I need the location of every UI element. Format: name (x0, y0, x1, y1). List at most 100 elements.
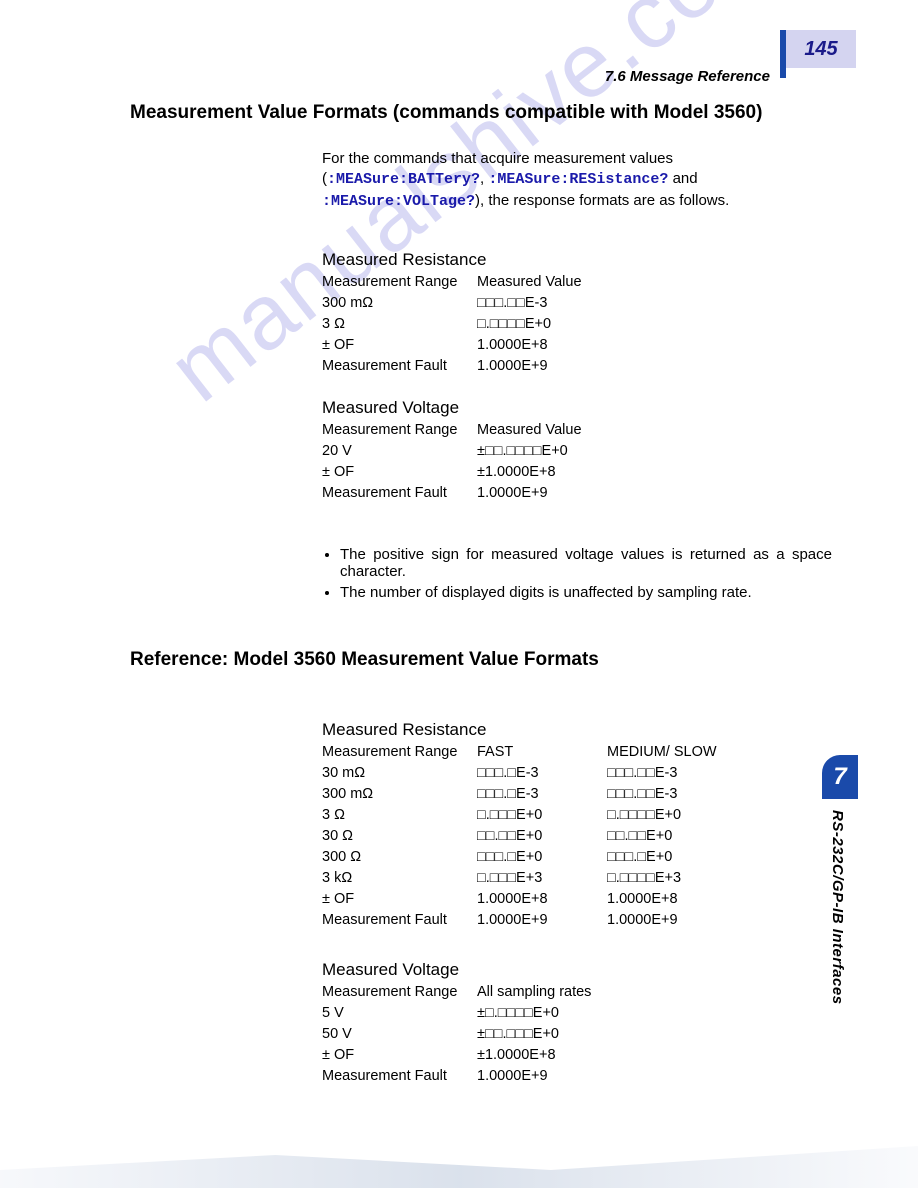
cell-slow: □□□.□□E-3 (607, 763, 737, 784)
cell-range: 20 V (322, 441, 477, 462)
section-title-resistance: Measured Resistance (322, 250, 832, 270)
col-header-value: Measured Value (477, 420, 607, 441)
sidebar-chapter-title: RS-232C/GP-IB Interfaces (829, 810, 846, 1005)
cell-range: Measurement Fault (322, 483, 477, 504)
col-header-range: Measurement Range (322, 982, 477, 1003)
intro-text-post: ), the response formats are as follows. (475, 192, 729, 209)
col-header-medium-slow: MEDIUM/ SLOW (607, 742, 737, 763)
chapter-number: 7 (833, 763, 846, 791)
table-row: 20 V±□□.□□□□E+0 (322, 441, 832, 462)
cell-range: ± OF (322, 462, 477, 483)
cell-fast: □□□.□E-3 (477, 763, 607, 784)
ref-resistance-block: Measured Resistance Measurement Range FA… (322, 702, 842, 931)
col-header-range: Measurement Range (322, 272, 477, 293)
cell-range: 300 mΩ (322, 293, 477, 314)
ref-voltage-table: Measurement Range All sampling rates 5 V… (322, 982, 832, 1087)
cell-value: ±1.0000E+8 (477, 1045, 607, 1066)
table-row: ± OF±1.0000E+8 (322, 1045, 832, 1066)
voltage-table: Measurement Range Measured Value 20 V±□□… (322, 420, 832, 504)
cell-range: 300 Ω (322, 847, 477, 868)
cell-range: 30 Ω (322, 826, 477, 847)
cell-range: ± OF (322, 1045, 477, 1066)
cell-range: 300 mΩ (322, 784, 477, 805)
intro-paragraph: For the commands that acquire measuremen… (322, 149, 832, 212)
table-row: 30 mΩ□□□.□E-3□□□.□□E-3 (322, 763, 842, 784)
cmd-measure-battery: :MEASure:BATTery? (327, 171, 480, 188)
table-row: ± OF1.0000E+8 (322, 335, 832, 356)
ref-voltage-block: Measured Voltage Measurement Range All s… (322, 942, 832, 1087)
cell-range: Measurement Fault (322, 356, 477, 377)
cell-value: ±□□.□□□□E+0 (477, 441, 607, 462)
cell-range: 3 Ω (322, 805, 477, 826)
cell-value: ±1.0000E+8 (477, 462, 607, 483)
section-title-ref-voltage: Measured Voltage (322, 960, 832, 980)
table-row: ± OF±1.0000E+8 (322, 462, 832, 483)
cell-value: ±□.□□□□E+0 (477, 1003, 607, 1024)
section-title-voltage: Measured Voltage (322, 398, 832, 418)
table-row: Measurement Fault1.0000E+9 (322, 483, 832, 504)
table-row: 300 mΩ□□□.□□E-3 (322, 293, 832, 314)
cell-range: 30 mΩ (322, 763, 477, 784)
table-header-row: Measurement Range Measured Value (322, 420, 832, 441)
cell-value: 1.0000E+9 (477, 356, 607, 377)
bullet-positive-sign: The positive sign for measured voltage v… (340, 546, 832, 580)
cmd-measure-voltage: :MEASure:VOLTage? (322, 193, 475, 210)
table-header-row: Measurement Range FAST MEDIUM/ SLOW (322, 742, 842, 763)
cell-range: 50 V (322, 1024, 477, 1045)
cell-range: 5 V (322, 1003, 477, 1024)
cell-value: □.□□□□E+0 (477, 314, 607, 335)
cell-slow: □□□.□□E-3 (607, 784, 737, 805)
table-row: 3 Ω□.□□□E+0□.□□□□E+0 (322, 805, 842, 826)
cell-fast: 1.0000E+8 (477, 889, 607, 910)
table-row: Measurement Fault1.0000E+9 (322, 356, 832, 377)
cell-value: □□□.□□E-3 (477, 293, 607, 314)
cell-fast: □.□□□E+0 (477, 805, 607, 826)
measured-resistance-block: Measured Resistance Measurement Range Me… (322, 232, 832, 377)
cell-fast: □□.□□E+0 (477, 826, 607, 847)
col-header-sampling: All sampling rates (477, 982, 607, 1003)
cell-range: Measurement Fault (322, 910, 477, 931)
heading-reference-3560: Reference: Model 3560 Measurement Value … (130, 649, 599, 671)
table-row: 50 V±□□.□□□E+0 (322, 1024, 832, 1045)
cell-range: ± OF (322, 335, 477, 356)
cell-range: Measurement Fault (322, 1066, 477, 1087)
cell-value: 1.0000E+9 (477, 1066, 607, 1087)
cell-range: 3 kΩ (322, 868, 477, 889)
header-divider-bar (780, 30, 786, 78)
page-number: 145 (804, 38, 837, 61)
cell-range: ± OF (322, 889, 477, 910)
page-number-box: 145 (786, 30, 856, 68)
chapter-tab: 7 (822, 755, 858, 799)
cell-slow: 1.0000E+8 (607, 889, 737, 910)
table-header-row: Measurement Range Measured Value (322, 272, 832, 293)
col-header-range: Measurement Range (322, 742, 477, 763)
cell-value: ±□□.□□□E+0 (477, 1024, 607, 1045)
cell-slow: □□□.□E+0 (607, 847, 737, 868)
cell-slow: □.□□□□E+3 (607, 868, 737, 889)
table-row: 300 Ω□□□.□E+0□□□.□E+0 (322, 847, 842, 868)
col-header-value: Measured Value (477, 272, 607, 293)
measured-voltage-block: Measured Voltage Measurement Range Measu… (322, 380, 832, 504)
cell-range: 3 Ω (322, 314, 477, 335)
cell-slow: 1.0000E+9 (607, 910, 737, 931)
table-header-row: Measurement Range All sampling rates (322, 982, 832, 1003)
heading-measurement-formats: Measurement Value Formats (commands comp… (130, 102, 762, 124)
table-row: 3 kΩ□.□□□E+3□.□□□□E+3 (322, 868, 842, 889)
cell-slow: □.□□□□E+0 (607, 805, 737, 826)
header-section-ref: 7.6 Message Reference (605, 68, 770, 85)
table-row: 30 Ω□□.□□E+0□□.□□E+0 (322, 826, 842, 847)
footer-decoration (0, 1128, 918, 1188)
cell-fast: 1.0000E+9 (477, 910, 607, 931)
table-row: Measurement Fault1.0000E+91.0000E+9 (322, 910, 842, 931)
cell-fast: □□□.□E+0 (477, 847, 607, 868)
cell-fast: □.□□□E+3 (477, 868, 607, 889)
cmd-measure-resistance: :MEASure:RESistance? (488, 171, 668, 188)
col-header-fast: FAST (477, 742, 607, 763)
cell-value: 1.0000E+8 (477, 335, 607, 356)
cell-value: 1.0000E+9 (477, 483, 607, 504)
cell-fast: □□□.□E-3 (477, 784, 607, 805)
intro-sep2: and (668, 170, 697, 187)
resistance-table: Measurement Range Measured Value 300 mΩ□… (322, 272, 832, 377)
table-row: ± OF1.0000E+81.0000E+8 (322, 889, 842, 910)
cell-slow: □□.□□E+0 (607, 826, 737, 847)
